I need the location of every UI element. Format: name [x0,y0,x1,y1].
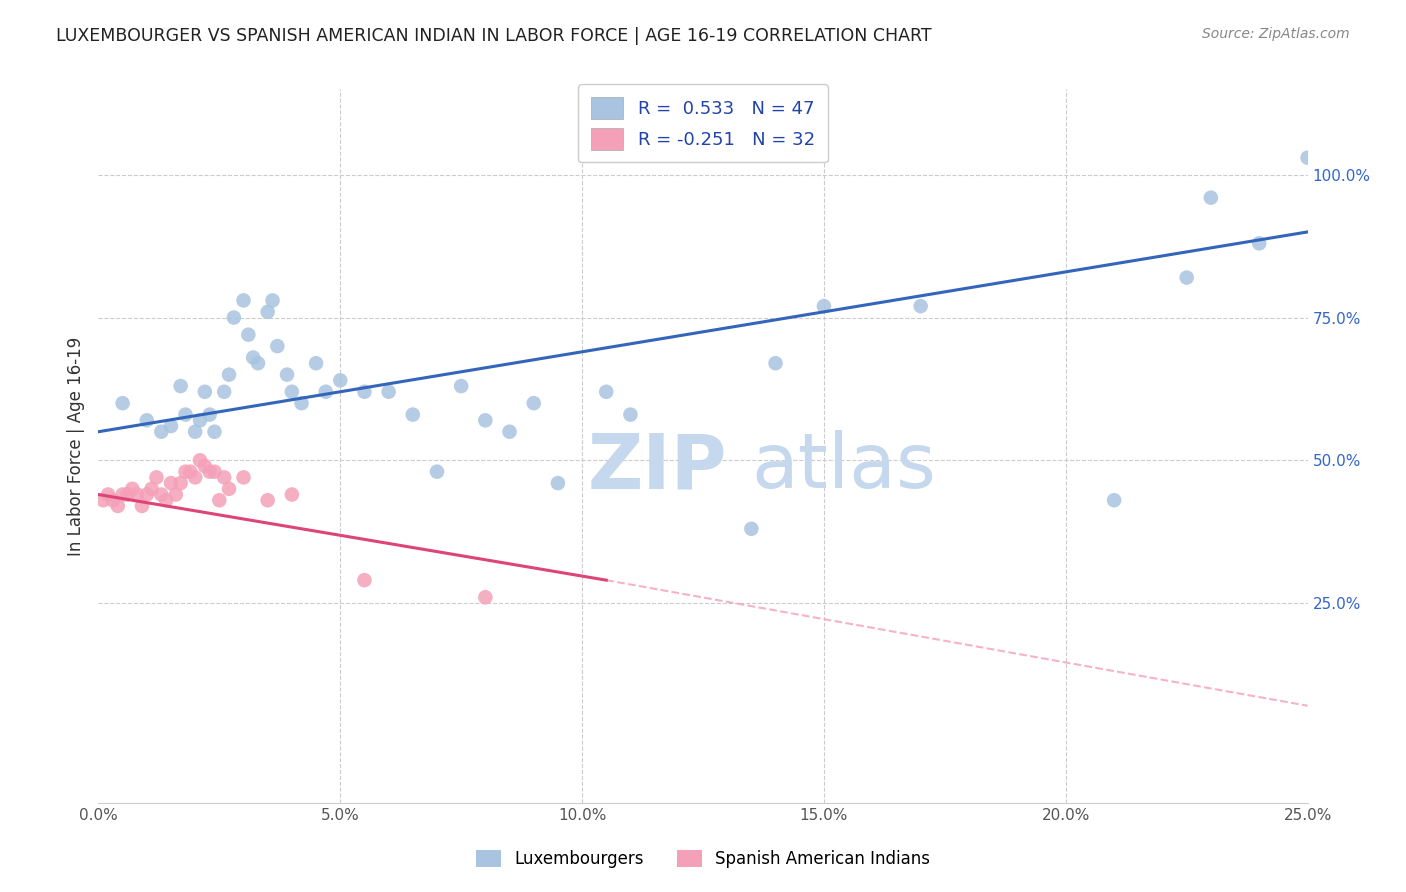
Point [208,493,231,508]
Point [474,413,496,427]
Point [194,384,217,399]
Point [121,482,143,496]
Point [218,368,240,382]
Point [238,327,260,342]
Point [402,408,425,422]
Point [174,408,197,422]
Point [1102,493,1125,508]
Point [198,408,221,422]
Point [266,339,288,353]
Point [1199,191,1222,205]
Text: Source: ZipAtlas.com: Source: ZipAtlas.com [1202,27,1350,41]
Point [276,368,298,382]
Point [281,487,304,501]
Point [619,408,641,422]
Point [281,384,304,399]
Point [198,465,221,479]
Point [315,384,337,399]
Point [169,379,191,393]
Point [204,425,226,439]
Text: LUXEMBOURGER VS SPANISH AMERICAN INDIAN IN LABOR FORCE | AGE 16-19 CORRELATION C: LUXEMBOURGER VS SPANISH AMERICAN INDIAN … [56,27,932,45]
Point [111,396,134,410]
Point [117,487,139,501]
Point [135,413,157,427]
Text: ZIP: ZIP [588,431,727,504]
Point [97,487,120,501]
Point [141,482,163,496]
Point [450,379,472,393]
Point [353,573,375,587]
Point [107,499,129,513]
Text: atlas: atlas [751,431,936,504]
Point [765,356,787,370]
Point [184,470,207,484]
Point [131,499,153,513]
Point [169,476,191,491]
Point [547,476,569,491]
Point [232,470,254,484]
Point [329,373,352,387]
Point [188,453,211,467]
Point [179,465,201,479]
Point [135,487,157,501]
Legend: R =  0.533   N = 47, R = -0.251   N = 32: R = 0.533 N = 47, R = -0.251 N = 32 [578,84,828,162]
Point [740,522,762,536]
Point [184,425,207,439]
Point [1249,236,1271,251]
Point [1175,270,1198,285]
Point [290,396,312,410]
Point [145,470,167,484]
Point [160,476,183,491]
Point [242,351,264,365]
Point [247,356,270,370]
Point [212,384,235,399]
Legend: Luxembourgers, Spanish American Indians: Luxembourgers, Spanish American Indians [470,843,936,875]
Point [910,299,932,313]
Point [204,465,226,479]
Point [353,384,375,399]
Point [150,425,173,439]
Point [150,487,173,501]
Point [222,310,245,325]
Y-axis label: In Labor Force | Age 16-19: In Labor Force | Age 16-19 [66,336,84,556]
Point [474,591,496,605]
Point [262,293,284,308]
Point [426,465,449,479]
Point [212,470,235,484]
Point [305,356,328,370]
Point [256,493,278,508]
Point [256,305,278,319]
Point [155,493,177,508]
Point [165,487,187,501]
Point [188,413,211,427]
Point [111,487,134,501]
Point [194,458,217,473]
Point [523,396,546,410]
Point [91,493,114,508]
Point [160,419,183,434]
Point [127,487,149,501]
Point [101,493,124,508]
Point [174,465,197,479]
Point [232,293,254,308]
Point [218,482,240,496]
Point [1296,151,1319,165]
Point [595,384,617,399]
Point [813,299,835,313]
Point [498,425,520,439]
Point [377,384,399,399]
